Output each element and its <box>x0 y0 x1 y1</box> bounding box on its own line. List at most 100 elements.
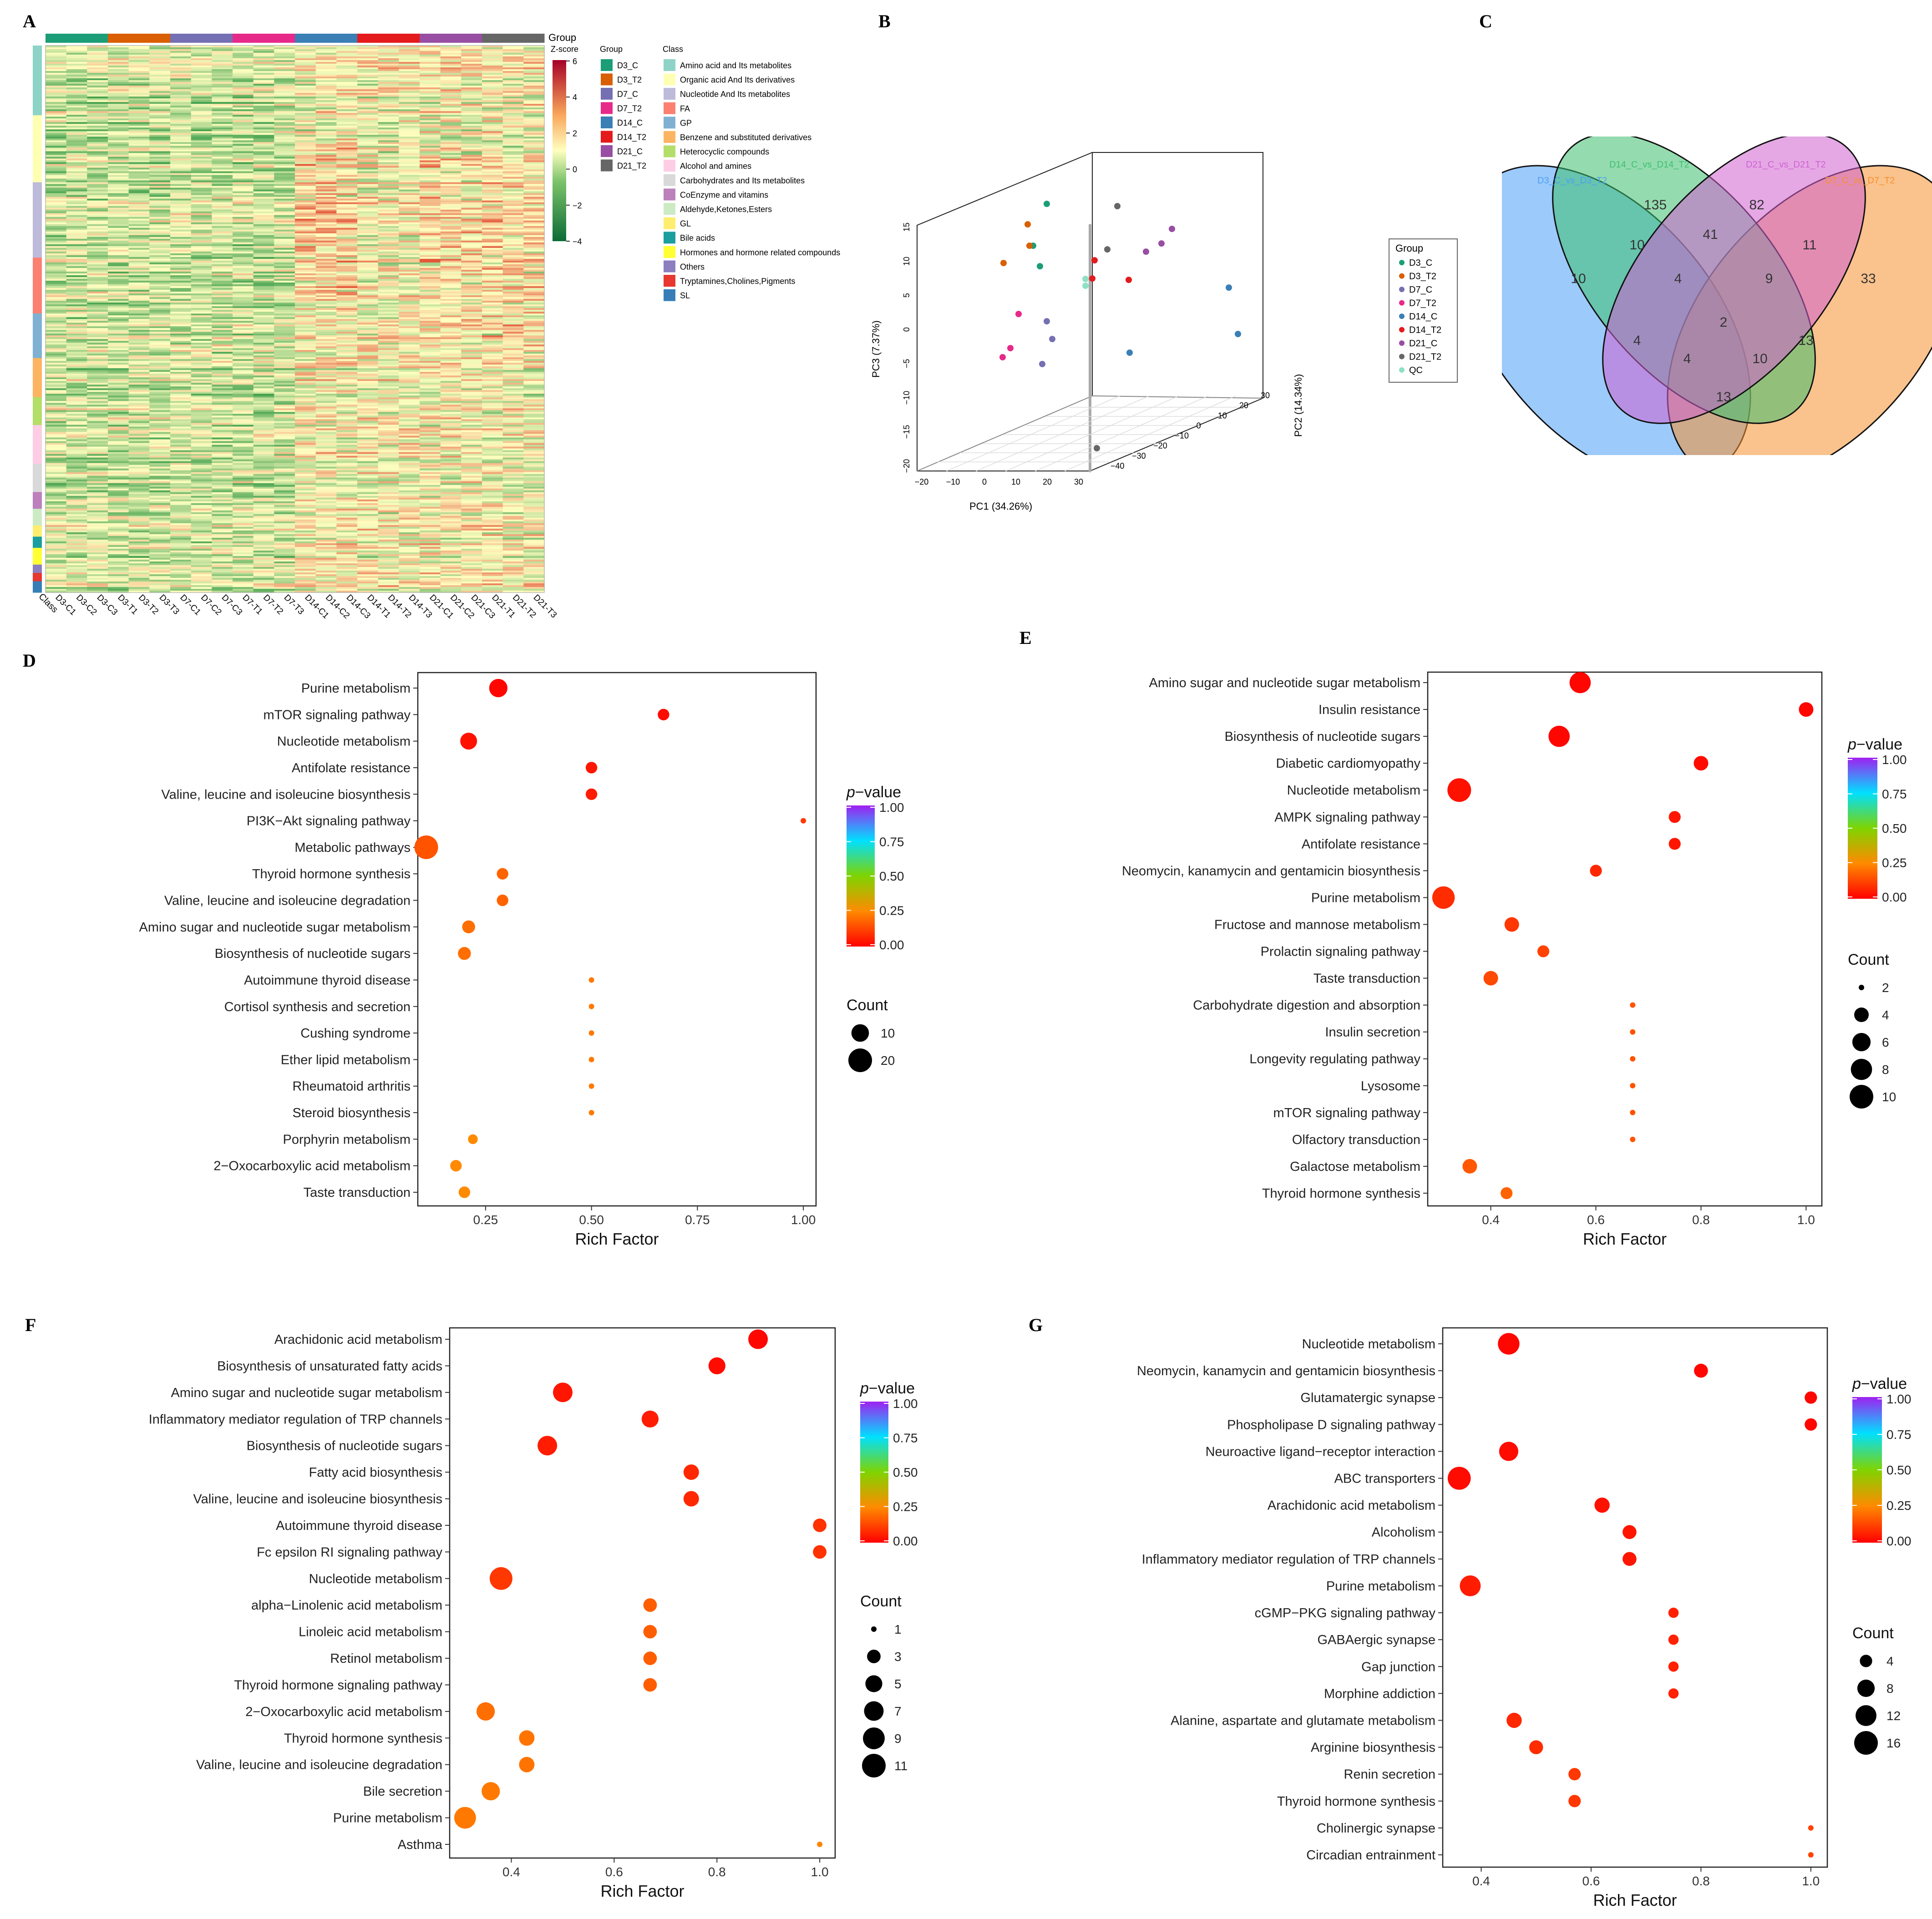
pca-box <box>917 152 1263 472</box>
pca-y-label: PC2 (14.34%) <box>1293 374 1304 437</box>
pca-z-tick-2: 10 <box>902 257 911 266</box>
heatmap-class-bar <box>33 46 42 593</box>
group-bar-D21_T2 <box>482 34 545 43</box>
enrichment-dot <box>553 1382 573 1403</box>
venn-region-5: 11 <box>1802 238 1816 253</box>
pathway-label: Thyroid hormone synthesis <box>284 1731 442 1746</box>
venn-region-6: 10 <box>1571 271 1586 286</box>
pca-floor-grid <box>937 395 1243 471</box>
count-legend-label: 10 <box>1882 1090 1896 1104</box>
pathway-label: Valine, leucine and isoleucine biosynthe… <box>161 787 411 802</box>
pathway-label: Fructose and mannose metabolism <box>1214 917 1420 932</box>
enrichment-dot <box>641 1410 659 1428</box>
pca-point <box>1024 221 1031 228</box>
pvalue-colorbar <box>860 1402 888 1543</box>
pca-x-tick-6: 30 <box>1074 477 1083 486</box>
enrichment-dot <box>1568 1795 1581 1808</box>
pathway-label: Gap junction <box>1361 1660 1435 1674</box>
venn-panel: D3_C_vs_D3_T2 D14_C_vs_D14_T2 D21_C_vs_D… <box>1502 137 1932 455</box>
venn-region-1: 135 <box>1644 197 1667 213</box>
pathway-label: alpha−Linolenic acid metabolism <box>251 1598 442 1613</box>
venn-region-10: 2 <box>1720 315 1728 330</box>
class-legend-swatch-2 <box>664 73 675 86</box>
class-bar-7 <box>33 397 42 425</box>
pvalue-tick: 0.00 <box>1886 1534 1912 1548</box>
class-legend-label-15: Others <box>680 262 705 271</box>
pca-point <box>1226 284 1232 291</box>
group-bar-D7_C <box>170 34 233 43</box>
venn-region-11: 4 <box>1633 333 1641 348</box>
group-legend-swatch-3 <box>601 88 613 100</box>
count-legend-dot <box>1859 985 1864 990</box>
pca-point <box>1044 318 1050 324</box>
count-legend-dot <box>851 1024 869 1042</box>
enrichment-dot <box>588 1110 594 1116</box>
group-legend-label-5: D14_C <box>617 118 643 128</box>
pca-z-tick-8: −20 <box>902 459 911 473</box>
enrichment-dot <box>1460 1575 1481 1596</box>
count-legend-dot <box>862 1754 886 1777</box>
count-legend-dot <box>1852 1033 1871 1052</box>
pca-y-tick-5: 0 <box>1197 421 1201 430</box>
group-legend-title: Group <box>600 45 623 54</box>
group-bar-D21_C <box>420 34 482 43</box>
count-legend-dot <box>864 1701 884 1721</box>
count-legend-label: 7 <box>894 1704 902 1718</box>
pathway-label: Purine metabolism <box>333 1811 442 1826</box>
pathway-label: Cholinergic synapse <box>1317 1821 1435 1836</box>
class-legend-swatch-6 <box>664 131 675 143</box>
enrichment-dot <box>1808 1825 1814 1831</box>
pca-point <box>1039 361 1045 367</box>
count-legend-label: 11 <box>894 1759 908 1773</box>
venn-set-label-1: D3_C_vs_D3_T2 <box>1537 176 1607 186</box>
count-legend-dot <box>1854 1731 1878 1755</box>
pathway-label: Retinol metabolism <box>330 1651 442 1666</box>
class-legend-label-2: Organic acid And Its derivatives <box>680 76 795 85</box>
class-legend-label-17: SL <box>680 291 690 300</box>
pathway-label: GABAergic synapse <box>1317 1633 1435 1647</box>
venn-region-15: 13 <box>1716 390 1731 405</box>
x-axis-label: Rich Factor <box>600 1882 684 1900</box>
venn-set-label-2: D14_C_vs_D14_T2 <box>1609 160 1689 170</box>
pca-point <box>1082 276 1089 282</box>
pathway-label: mTOR signaling pathway <box>1273 1106 1421 1120</box>
enrichment-dot <box>482 1782 500 1801</box>
pca-point <box>1007 345 1014 351</box>
class-legend-swatch-10 <box>664 188 675 201</box>
pca-point <box>1026 243 1033 249</box>
enrichment-dot <box>643 1625 657 1639</box>
pvalue-colorbar <box>1852 1397 1882 1543</box>
enrichment-dot <box>588 1030 594 1036</box>
pathway-label: AMPK signaling pathway <box>1274 810 1420 825</box>
enrichment-dot <box>1590 865 1602 877</box>
enrichment-dot <box>813 1545 827 1559</box>
class-legend-label-1: Amino acid and Its metabolites <box>680 61 791 70</box>
count-legend-dot <box>1850 1085 1873 1109</box>
pathway-label: Neomycin, kanamycin and gentamicin biosy… <box>1137 1364 1435 1378</box>
pca-legend-title: Group <box>1395 243 1423 254</box>
panel-label-d: D <box>23 650 36 671</box>
pathway-label: Thyroid hormone signaling pathway <box>234 1678 442 1692</box>
heatmap-panel: D3-C1D3-C2D3-C3D3-T1D3-T2D3-T3D7-C1D7-C2… <box>33 32 840 621</box>
pathway-label: Valine, leucine and isoleucine biosynthe… <box>193 1492 442 1507</box>
pathway-label: Neuroactive ligand−receptor interaction <box>1206 1444 1435 1459</box>
enrichment-dot <box>1483 971 1498 986</box>
pca-legend-label-8: D21_T2 <box>1409 352 1441 362</box>
enrichment-dot <box>1498 1333 1520 1355</box>
pathway-label: Renin secretion <box>1344 1767 1436 1782</box>
group-legend-swatch-2 <box>601 73 613 86</box>
pvalue-tick: 0.25 <box>879 904 904 918</box>
panel-label-a: A <box>23 11 36 31</box>
x-tick-label: 0.4 <box>1482 1213 1500 1227</box>
class-legend-label-14: Hormones and hormone related compounds <box>680 248 840 257</box>
enrichment-dot <box>801 818 806 824</box>
pvalue-tick: 0.75 <box>879 835 904 849</box>
panel-label-e: E <box>1019 628 1032 648</box>
class-legend-label-10: CoEnzyme and vitamins <box>680 190 768 199</box>
enrichment-dot <box>1447 1467 1471 1490</box>
pca-legend-label-4: D7_T2 <box>1409 299 1436 309</box>
x-tick-label: 0.8 <box>1692 1874 1710 1888</box>
pathway-label: Fc epsilon RI signaling pathway <box>257 1545 442 1560</box>
class-bar-12 <box>33 525 42 537</box>
